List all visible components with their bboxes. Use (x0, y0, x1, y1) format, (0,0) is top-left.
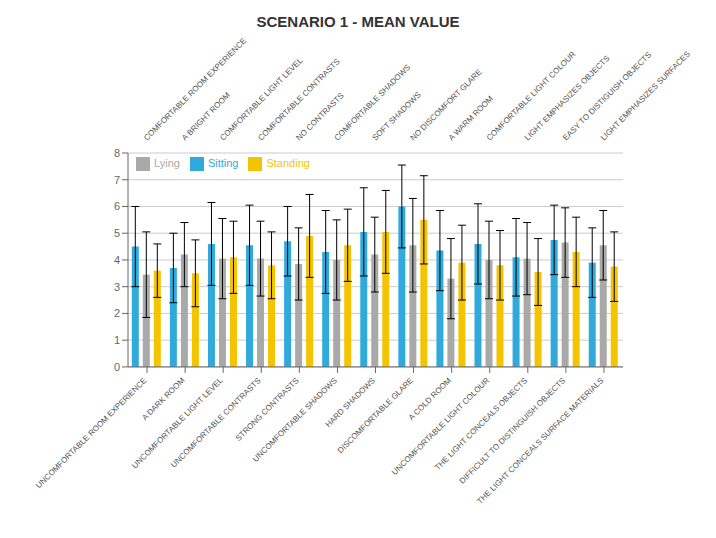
svg-text:UNCOMFORTABLE LIGHT COLOUR: UNCOMFORTABLE LIGHT COLOUR (390, 376, 492, 477)
svg-text:STRONG CONTRASTS: STRONG CONTRASTS (234, 376, 301, 443)
svg-text:NO DISCOMFORT GLARE: NO DISCOMFORT GLARE (409, 67, 484, 142)
svg-text:HARD SHADOWS: HARD SHADOWS (323, 376, 377, 430)
svg-text:COMFORTABLE LIGHT LEVEL: COMFORTABLE LIGHT LEVEL (218, 56, 305, 143)
svg-text:DIFFICULT TO DISTINGUISH OBJEC: DIFFICULT TO DISTINGUISH OBJECTS (457, 376, 568, 486)
svg-text:THE LIGHT CONCEALS OBJECTS: THE LIGHT CONCEALS OBJECTS (433, 376, 530, 473)
svg-text:EASY TO DISTIGUISH OBJECTS: EASY TO DISTIGUISH OBJECTS (560, 50, 654, 143)
html-text:Lying: Lying (154, 157, 180, 169)
svg-text:UNCOMFORTABLE CONTRASTS: UNCOMFORTABLE CONTRASTS (169, 376, 263, 470)
svg-text:A BRIGHT ROOM: A BRIGHT ROOM (180, 90, 232, 143)
svg-text:A WARM ROOM: A WARM ROOM (446, 94, 495, 143)
svg-text:8: 8 (114, 147, 120, 159)
svg-text:A COLD ROOM: A COLD ROOM (406, 376, 454, 423)
svg-text:A DARK ROOM: A DARK ROOM (140, 376, 187, 423)
svg-text:LIGHT EMPHASIZES OBJECTS: LIGHT EMPHASIZES OBJECTS (522, 53, 612, 143)
svg-text:2: 2 (114, 307, 120, 319)
svg-text:3: 3 (114, 281, 120, 293)
html-text:Sitting: Sitting (207, 157, 239, 169)
svg-text:7: 7 (114, 174, 120, 186)
svg-text:UNCOMFORTABLE ROOM EXPERIENCE: UNCOMFORTABLE ROOM EXPERIENCE (34, 376, 148, 490)
svg-text:5: 5 (114, 227, 120, 239)
svg-text:1: 1 (114, 334, 120, 346)
svg-text:NO CONTRASTS: NO CONTRASTS (294, 91, 346, 143)
svg-text:THE LIGHT CONCEALS SURFACE MAT: THE LIGHT CONCEALS SURFACE MATERIALS (475, 376, 605, 506)
svg-text:COMFORTABLE SHADOWS: COMFORTABLE SHADOWS (332, 63, 412, 143)
svg-text:COMFORTABLE ROOM EXPERIENCE: COMFORTABLE ROOM EXPERIENCE (142, 36, 249, 143)
svg-text:LIGHT EMPHASIZES SURFACES: LIGHT EMPHASIZES SURFACES (599, 49, 692, 142)
svg-text:0: 0 (114, 361, 120, 373)
svg-text:6: 6 (114, 200, 120, 212)
html-text:SCENARIO 1 - MEAN VALUE: SCENARIO 1 - MEAN VALUE (256, 13, 460, 30)
html-text:Standing: Standing (266, 157, 310, 169)
svg-text:4: 4 (114, 254, 120, 266)
svg-text:COMFORTABLE LIGHT COLOUR: COMFORTABLE LIGHT COLOUR (484, 49, 578, 143)
svg-text:DISCOMFORTABLE GLARE: DISCOMFORTABLE GLARE (336, 376, 415, 455)
svg-text:COMFORTABLE CONTRASTS: COMFORTABLE CONTRASTS (256, 57, 341, 142)
svg-text:UNCOMFORTABLE SHADOWS: UNCOMFORTABLE SHADOWS (251, 376, 339, 464)
svg-text:UNCOMFORTABLE LIGHT LEVEL: UNCOMFORTABLE LIGHT LEVEL (130, 376, 225, 471)
svg-text:SOFT SHADOWS: SOFT SHADOWS (370, 90, 423, 143)
